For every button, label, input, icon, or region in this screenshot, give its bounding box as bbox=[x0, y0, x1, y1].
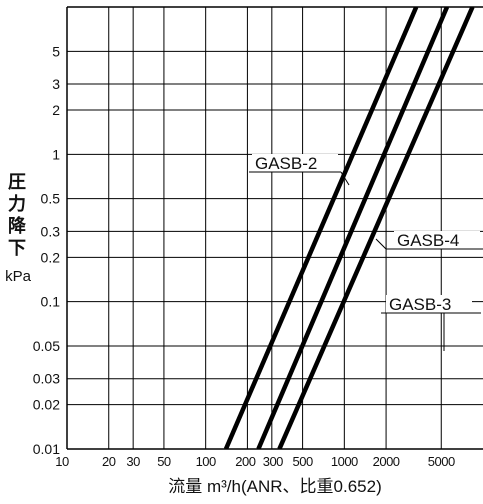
series-label-leader bbox=[381, 312, 445, 351]
series-line-gasb-2 bbox=[223, 7, 419, 449]
x-tick-label: 50 bbox=[157, 454, 171, 469]
y-axis-unit: kPa bbox=[5, 268, 32, 285]
y-axis-title-char: 下 bbox=[8, 238, 26, 258]
x-tick-label: 200 bbox=[235, 454, 255, 469]
series-label: GASB-3 bbox=[389, 295, 451, 314]
series-label-leader bbox=[375, 238, 387, 250]
y-axis-title-char: 力 bbox=[8, 194, 26, 214]
y-tick-label: 0.2 bbox=[41, 249, 61, 265]
x-tick-label: 10 bbox=[55, 454, 69, 469]
series-label-bg bbox=[252, 154, 338, 172]
y-axis-title-char: 圧 bbox=[8, 172, 26, 192]
y-tick-label: 5 bbox=[52, 43, 60, 59]
x-tick-label: 500 bbox=[292, 454, 312, 469]
x-tick-label: 20 bbox=[102, 454, 116, 469]
y-axis-title-char: 降 bbox=[8, 215, 27, 236]
y-tick-label: 0.5 bbox=[41, 191, 61, 207]
series-label-bg bbox=[386, 295, 472, 313]
y-tick-label: 0.1 bbox=[41, 294, 61, 310]
x-tick-label: 5000 bbox=[428, 454, 455, 469]
x-tick-label: 2000 bbox=[373, 454, 400, 469]
y-tick-label: 0.02 bbox=[33, 397, 60, 413]
series-label-bg bbox=[394, 231, 480, 249]
series-label-leader bbox=[340, 171, 350, 186]
y-tick-label: 0.3 bbox=[41, 223, 61, 239]
y-tick-label: 0.03 bbox=[33, 371, 60, 387]
y-tick-label: 3 bbox=[52, 76, 60, 92]
x-tick-label: 1000 bbox=[331, 454, 358, 469]
series-line-gasb-3 bbox=[277, 7, 475, 449]
series-label: GASB-2 bbox=[255, 154, 317, 173]
y-tick-label: 1 bbox=[52, 146, 60, 162]
y-tick-label: 0.05 bbox=[33, 338, 60, 354]
y-tick-label: 0.01 bbox=[33, 441, 60, 457]
x-tick-label: 30 bbox=[126, 454, 140, 469]
y-tick-label: 2 bbox=[52, 102, 60, 118]
series-line-gasb-4 bbox=[256, 7, 450, 449]
x-tick-label: 300 bbox=[263, 454, 283, 469]
series-label: GASB-4 bbox=[397, 231, 459, 250]
x-axis-title: 流量 m³/h(ANR、比重0.652) bbox=[168, 477, 381, 496]
x-tick-label: 100 bbox=[196, 454, 216, 469]
